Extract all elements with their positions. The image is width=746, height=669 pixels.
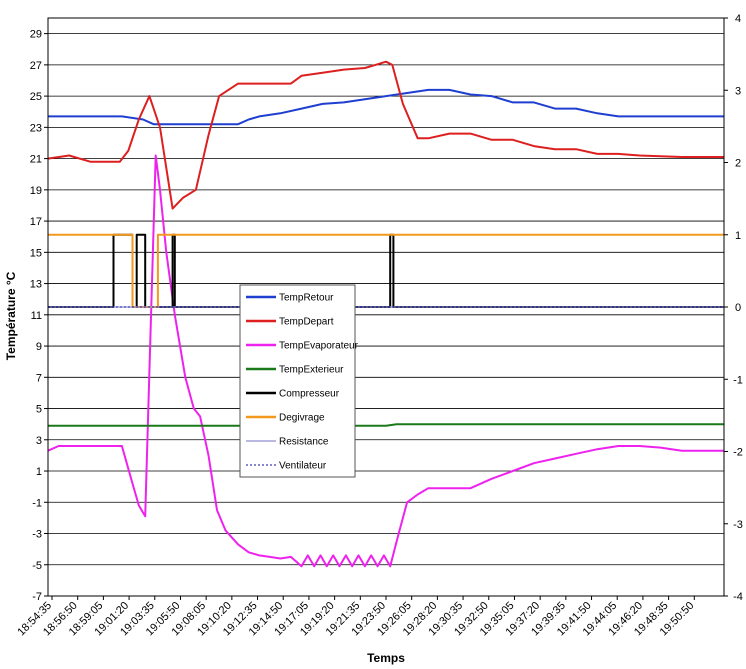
- y2-tick-label: 0: [735, 302, 741, 314]
- y-tick-label: -5: [32, 560, 42, 572]
- y-tick-label: -3: [32, 529, 42, 541]
- y2-tick-label: -1: [733, 374, 743, 386]
- y-tick-label: 19: [30, 185, 42, 197]
- axes: [44, 17, 728, 600]
- series-line-tempretour: [48, 88, 724, 126]
- y-tick-label: 13: [30, 279, 42, 291]
- y-tick-label: 29: [30, 29, 42, 41]
- y2-tick-label: -4: [733, 591, 743, 603]
- series-line-tempexterieur: [48, 423, 724, 427]
- series-line-tempdepart: [47, 60, 724, 210]
- y2-tick-label: -3: [733, 519, 743, 531]
- legend-label-resistance: Resistance: [279, 437, 329, 448]
- series-line-compresseur: [48, 233, 724, 308]
- legend-box: [239, 284, 356, 478]
- y-axis-title: Température °C: [4, 271, 18, 360]
- y-tick-label: 11: [31, 310, 42, 322]
- tick-labels: -7-5-3-11357911131517192123252729-4-3-2-…: [15, 13, 743, 638]
- y2-tick-label: 4: [735, 13, 741, 25]
- y-tick-label: 27: [30, 60, 42, 72]
- series-lines: [47, 60, 724, 568]
- y-tick-label: 5: [36, 404, 42, 416]
- legend-label-degivrage: Degivrage: [279, 413, 325, 424]
- y-tick-label: 23: [30, 122, 42, 134]
- legend-label-tempdepart: TempDepart: [279, 317, 334, 328]
- y2-tick-label: 2: [735, 158, 741, 170]
- legend-items: TempRetour TempDepart TempEvaporateur TempE…: [246, 293, 359, 472]
- series-line-tempevaporateur: [47, 154, 724, 568]
- y-tick-label: 1: [36, 466, 42, 478]
- series-line-degivrage: [48, 233, 724, 308]
- y-tick-label: 21: [30, 154, 42, 166]
- y2-tick-label: 1: [735, 230, 741, 242]
- legend-label-tempevaporateur: TempEvaporateur: [279, 341, 359, 352]
- y-tick-label: 15: [30, 247, 42, 259]
- y-tick-label: 9: [36, 341, 42, 353]
- legend-label-ventilateur: Ventilateur: [279, 461, 327, 472]
- y-tick-label: 17: [30, 216, 42, 228]
- y2-tick-label: -2: [733, 447, 743, 459]
- grid-lines: [48, 33, 724, 597]
- y-tick-label: 25: [30, 91, 42, 103]
- x-axis-title: Temps: [367, 651, 405, 665]
- y-tick-label: 7: [36, 372, 42, 384]
- legend-label-tempexterieur: TempExterieur: [279, 365, 344, 376]
- y-tick-label: -1: [32, 497, 42, 509]
- y-tick-label: 3: [36, 435, 42, 447]
- legend-label-tempretour: TempRetour: [279, 293, 334, 304]
- y-tick-label: -7: [32, 591, 42, 603]
- y2-tick-label: 3: [735, 85, 741, 97]
- legend: TempRetour TempDepart TempEvaporateur TempE…: [239, 284, 359, 478]
- plot-frame: [47, 17, 725, 597]
- legend-label-compresseur: Compresseur: [279, 389, 340, 400]
